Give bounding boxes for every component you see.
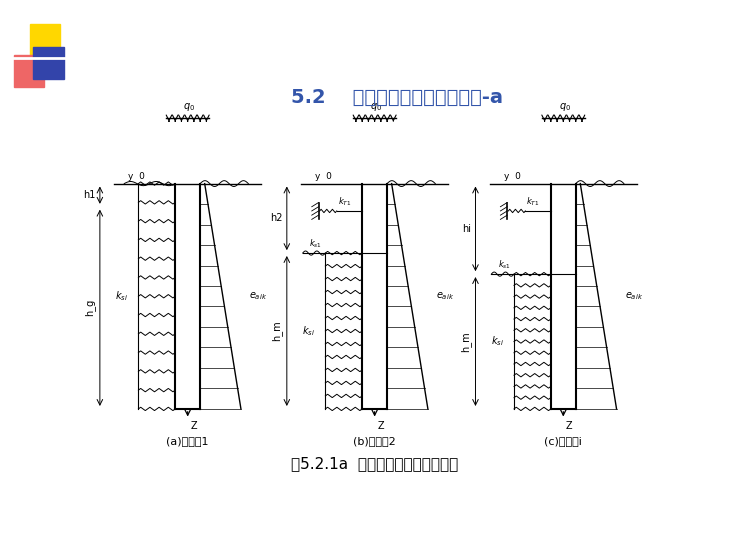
Text: (c)、工况i: (c)、工况i	[545, 437, 582, 446]
Text: y  0: y 0	[128, 172, 145, 181]
Text: $q_0$: $q_0$	[559, 101, 571, 113]
Text: $k_{s1}$: $k_{s1}$	[309, 237, 322, 250]
Text: $k_{si}$: $k_{si}$	[491, 335, 504, 348]
Text: 5.2    弹性地基梁法的计算简图-a: 5.2 弹性地基梁法的计算简图-a	[291, 88, 504, 107]
Text: y  0: y 0	[504, 172, 520, 181]
Text: $k_{si}$: $k_{si}$	[115, 289, 128, 303]
Text: Z: Z	[377, 421, 384, 430]
Bar	[14, 55, 45, 87]
Text: $q_0$: $q_0$	[183, 101, 195, 113]
Text: (b)、工况2: (b)、工况2	[353, 437, 396, 446]
Text: $e_{aik}$: $e_{aik}$	[436, 290, 455, 302]
Text: (a)、工况1: (a)、工况1	[167, 437, 209, 446]
Bar	[30, 24, 61, 56]
Text: 图5.2.1a  弹性地基梁法的计算简图: 图5.2.1a 弹性地基梁法的计算简图	[291, 456, 458, 471]
Text: y  0: y 0	[315, 172, 332, 181]
Text: h_m: h_m	[460, 331, 471, 352]
Text: $k_{s1}$: $k_{s1}$	[498, 259, 511, 271]
Text: h1: h1	[83, 190, 95, 200]
Text: $q_0$: $q_0$	[371, 101, 382, 113]
Text: Z: Z	[191, 421, 197, 430]
Text: hi: hi	[462, 224, 471, 234]
Text: h_m: h_m	[271, 321, 282, 341]
Text: $e_{aik}$: $e_{aik}$	[625, 290, 643, 302]
Text: $k_{T1}$: $k_{T1}$	[526, 195, 540, 207]
Text: Z: Z	[566, 421, 573, 430]
Text: h_g: h_g	[85, 299, 95, 317]
Text: $k_{T1}$: $k_{T1}$	[338, 195, 352, 207]
Text: h2: h2	[270, 213, 282, 223]
Bar	[33, 47, 64, 79]
Text: $k_{si}$: $k_{si}$	[302, 324, 315, 338]
Text: $e_{aik}$: $e_{aik}$	[249, 290, 268, 302]
